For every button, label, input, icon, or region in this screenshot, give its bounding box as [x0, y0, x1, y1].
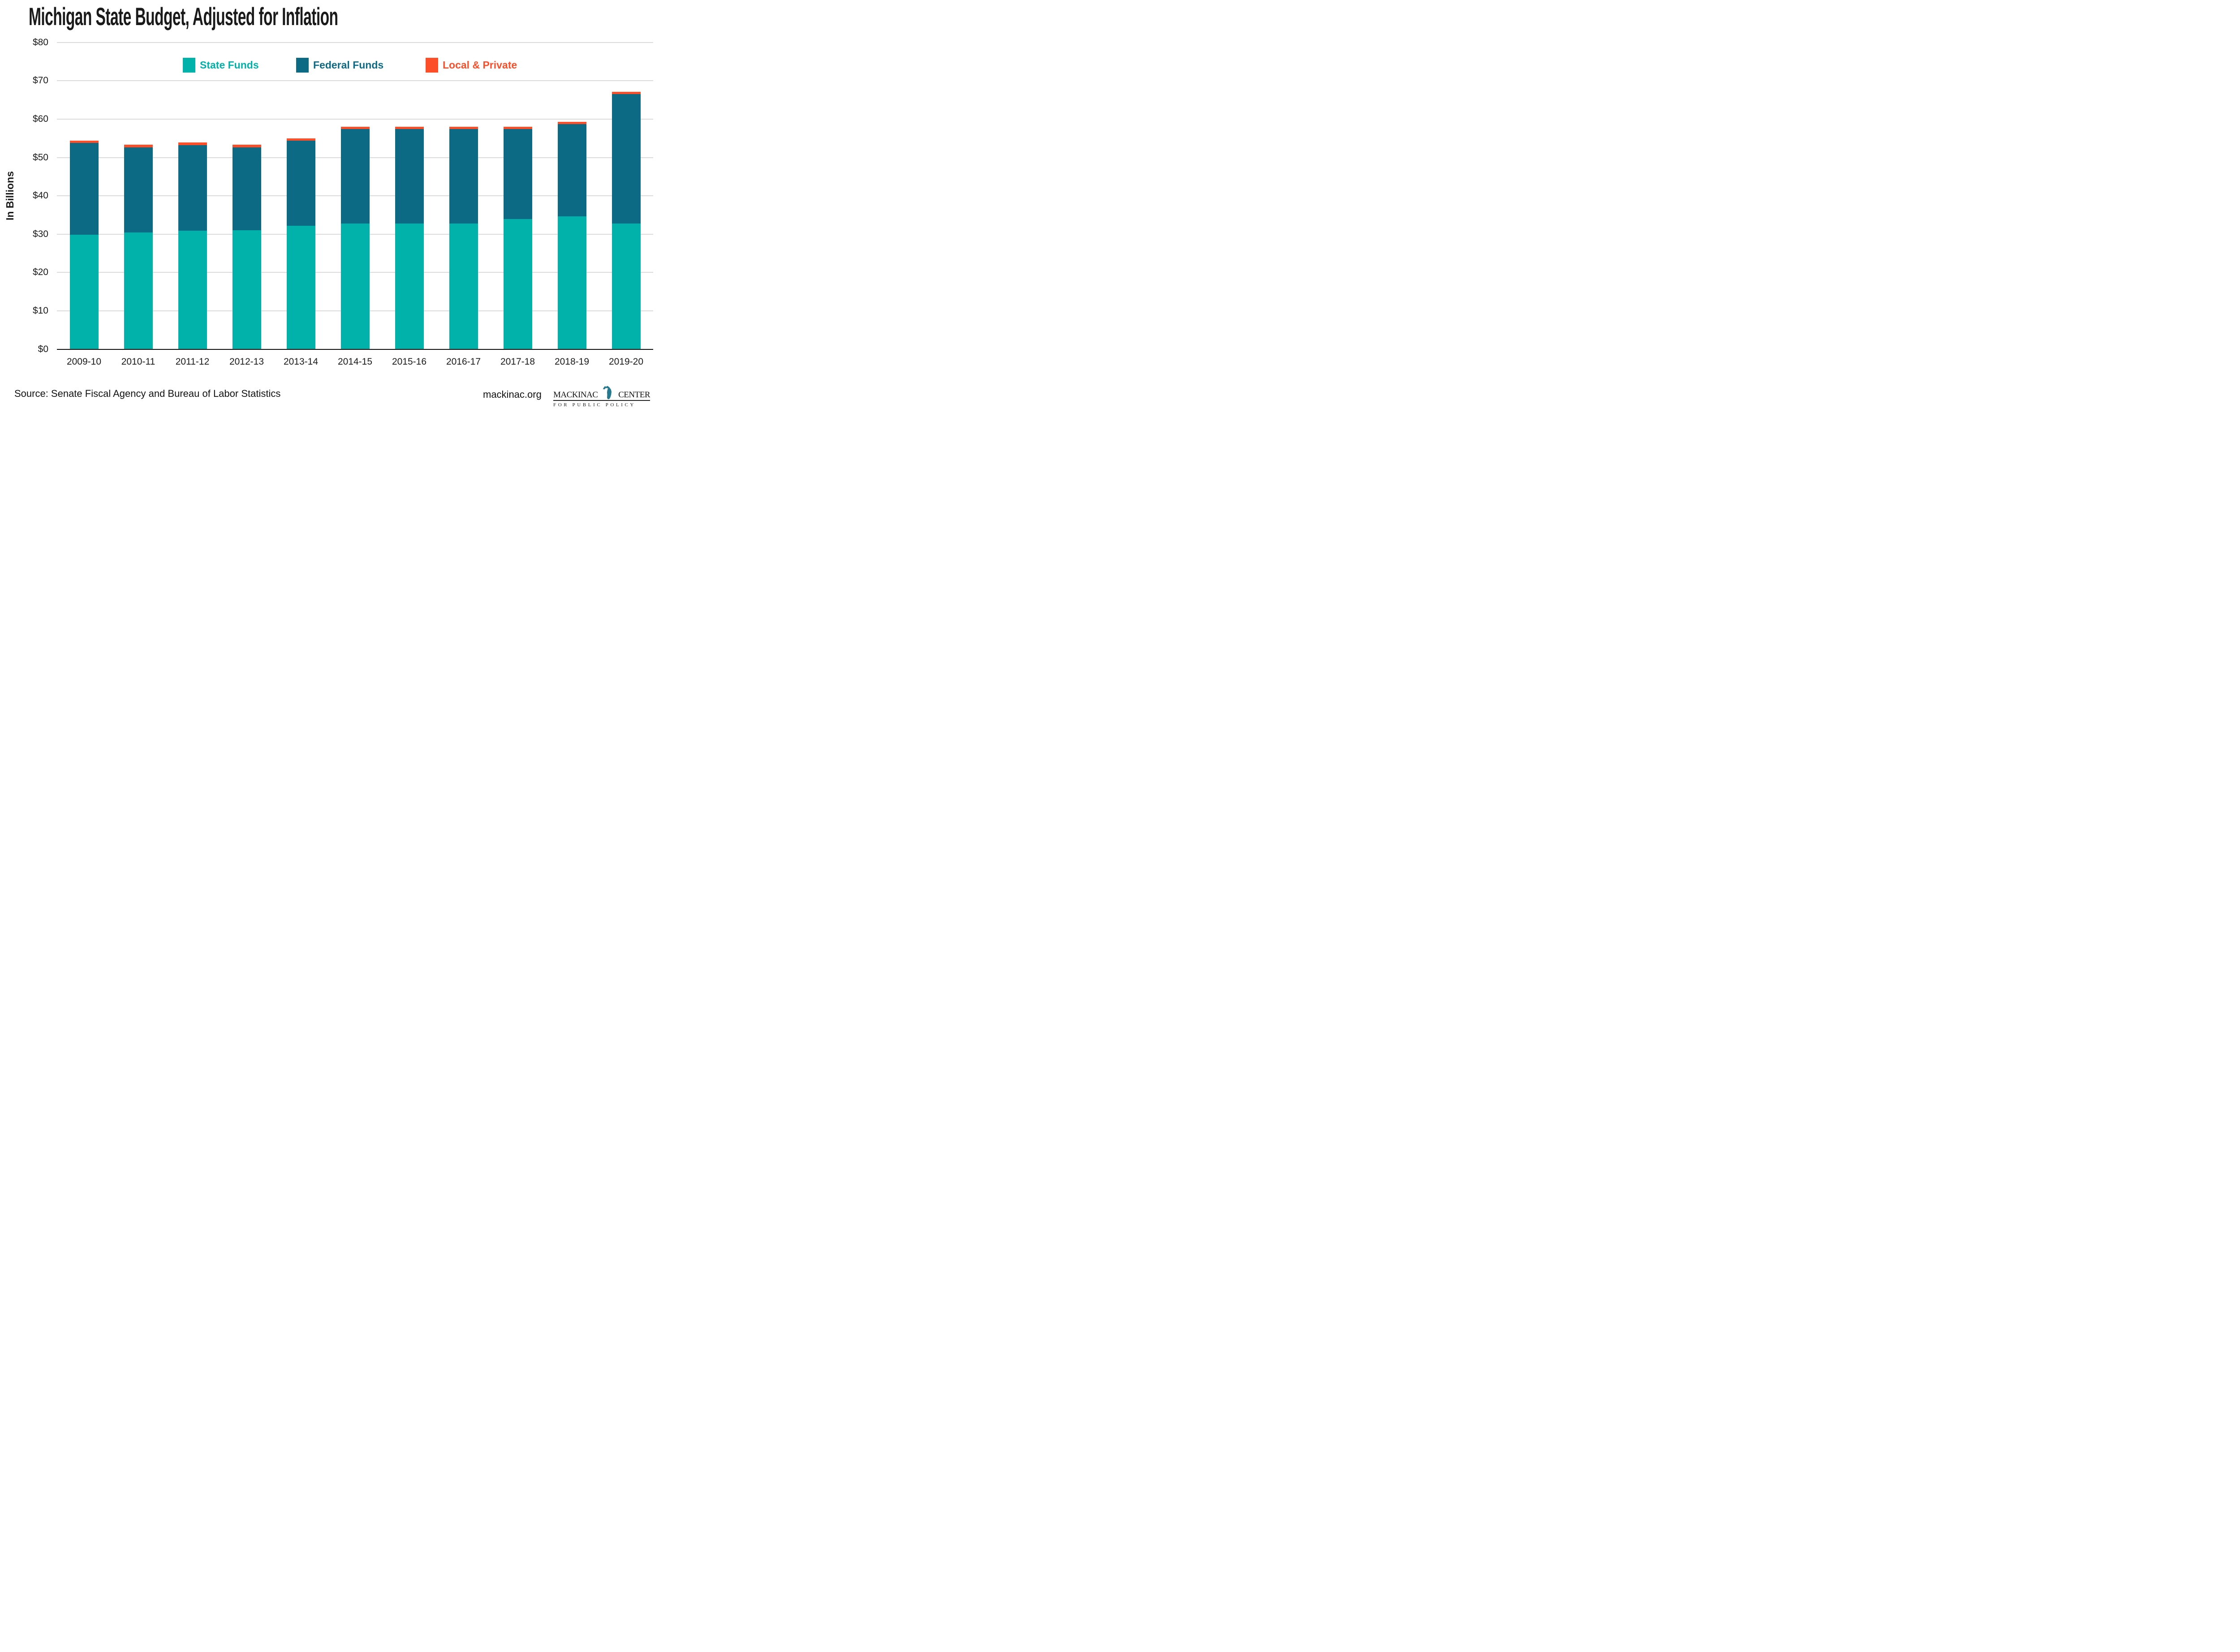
- logo-tagline: FOR PUBLIC POLICY: [553, 402, 636, 408]
- y-tick-label-50: $50: [32, 152, 48, 163]
- bar-segment-2014-15-state-funds: [340, 223, 370, 349]
- stacked-bar-chart: $0 $10 $20 $30 $40 $50 $60 $70 $80 2009-10 2010-11…: [0, 0, 655, 385]
- legend-label-federal-funds: Federal Funds: [313, 59, 384, 71]
- bar-segment-2011-12-federal-funds: [178, 145, 207, 231]
- bar-segment-2011-12-state-funds: [178, 231, 207, 349]
- bar-segment-2010-11-local-private: [124, 145, 153, 148]
- gridline-70: [57, 80, 653, 82]
- bar-segment-2010-11-federal-funds: [124, 147, 153, 233]
- bar-segment-2018-19-local-private: [557, 122, 586, 125]
- y-tick-label-30: $30: [32, 228, 48, 239]
- bar-segment-2016-17-local-private: [449, 127, 478, 129]
- x-tick-label-2009-10: 2009-10: [66, 357, 102, 367]
- legend-label-local-private: Local & Private: [443, 59, 517, 71]
- bar-segment-2010-11-state-funds: [124, 232, 153, 349]
- y-tick-label-80: $80: [32, 37, 48, 47]
- gridline-80: [57, 42, 653, 43]
- bar-segment-2015-16-federal-funds: [395, 129, 424, 224]
- chart-title: Michigan State Budget, Adjusted for Infl…: [29, 2, 544, 34]
- x-tick-label-2018-19: 2018-19: [554, 357, 590, 367]
- bar-segment-2014-15-local-private: [340, 127, 370, 129]
- bar-segment-2019-20-federal-funds: [612, 94, 641, 224]
- local-private-swatch: [426, 58, 438, 73]
- legend-item-local-private: Local & Private: [426, 58, 517, 73]
- bar-segment-2013-14-federal-funds: [286, 140, 315, 226]
- website-url: mackinac.org: [483, 389, 542, 400]
- y-tick-label-20: $20: [32, 267, 48, 278]
- y-tick-label-0: $0: [38, 344, 48, 354]
- bar-segment-2014-15-federal-funds: [340, 129, 370, 224]
- bar-segment-2009-10-state-funds: [69, 235, 99, 349]
- bar-segment-2019-20-local-private: [612, 92, 641, 95]
- bar-segment-2017-18-federal-funds: [503, 129, 532, 219]
- bar-segment-2012-13-state-funds: [232, 230, 261, 349]
- bar-segment-2015-16-local-private: [395, 127, 424, 129]
- bar-segment-2013-14-state-funds: [286, 225, 315, 349]
- y-tick-label-10: $10: [32, 305, 48, 316]
- bar-segment-2016-17-federal-funds: [449, 129, 478, 224]
- legend-item-federal-funds: Federal Funds: [296, 58, 383, 73]
- bar-segment-2012-13-federal-funds: [232, 147, 261, 231]
- state-funds-swatch: [183, 58, 195, 73]
- michigan-icon: [603, 386, 612, 400]
- logo-word-center: CENTER: [618, 390, 650, 400]
- x-tick-label-2012-13: 2012-13: [229, 357, 264, 367]
- bar-segment-2009-10-local-private: [69, 140, 99, 143]
- x-tick-label-2016-17: 2016-17: [446, 357, 481, 367]
- x-tick-label-2015-16: 2015-16: [392, 357, 427, 367]
- x-tick-label-2017-18: 2017-18: [500, 357, 535, 367]
- x-tick-label-2011-12: 2011-12: [175, 357, 210, 367]
- logo-divider: [553, 400, 650, 401]
- chart-page: Michigan State Budget, Adjusted for Infl…: [0, 0, 655, 413]
- bar-segment-2018-19-state-funds: [557, 216, 586, 349]
- bar-segment-2018-19-federal-funds: [557, 124, 586, 217]
- bar-segment-2011-12-local-private: [178, 142, 207, 146]
- y-axis-title: In Billions: [4, 171, 16, 220]
- x-tick-label-2010-11: 2010-11: [121, 357, 155, 367]
- bar-segment-2019-20-state-funds: [612, 223, 641, 349]
- bar-segment-2015-16-state-funds: [395, 223, 424, 349]
- y-tick-label-60: $60: [32, 114, 48, 125]
- federal-funds-swatch: [296, 58, 309, 73]
- logo-word-mackinac: MACKINAC: [553, 390, 598, 400]
- bar-segment-2017-18-state-funds: [503, 219, 532, 349]
- y-tick-label-40: $40: [32, 190, 48, 201]
- bar-segment-2012-13-local-private: [232, 145, 261, 148]
- x-axis-line: [57, 348, 653, 350]
- legend-item-state-funds: State Funds: [183, 58, 259, 73]
- x-tick-label-2013-14: 2013-14: [283, 357, 319, 367]
- x-tick-label-2014-15: 2014-15: [337, 357, 373, 367]
- source-note: Source: Senate Fiscal Agency and Bureau …: [14, 388, 281, 399]
- bar-segment-2016-17-state-funds: [449, 223, 478, 349]
- legend-label-state-funds: State Funds: [200, 59, 259, 71]
- y-tick-label-70: $70: [32, 75, 48, 86]
- x-tick-label-2019-20: 2019-20: [608, 357, 644, 367]
- mackinac-center-logo: MACKINAC CENTER FOR PUBLIC POLICY: [553, 382, 650, 408]
- bar-segment-2017-18-local-private: [503, 127, 532, 129]
- gridline-60: [57, 119, 653, 120]
- logo-name-row: MACKINAC CENTER: [553, 382, 650, 400]
- chart-title-text: Michigan State Budget, Adjusted for Infl…: [29, 2, 338, 30]
- bar-segment-2013-14-local-private: [286, 138, 315, 141]
- bar-segment-2009-10-federal-funds: [69, 143, 99, 235]
